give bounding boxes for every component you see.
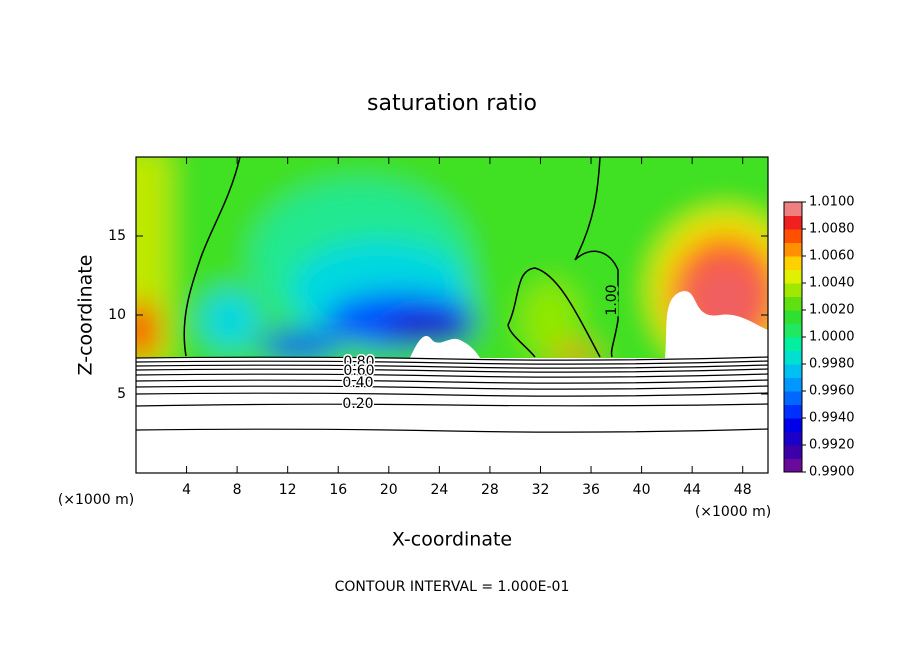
colorbar-tick-label: 1.0100 — [809, 195, 855, 210]
colorbar-band — [784, 256, 802, 270]
colorbar-band — [784, 458, 802, 473]
colorbar-tick-label: 0.9980 — [809, 357, 855, 372]
x-tick-label: 4 — [182, 482, 191, 498]
contour-label: 0.80 — [343, 354, 374, 370]
contour-label: 0.60 — [343, 363, 374, 379]
colorbar-band — [784, 391, 802, 405]
colorbar-tick-label: 1.0060 — [809, 249, 855, 264]
x-tick-label: 36 — [582, 482, 600, 498]
x-tick-label: 24 — [430, 482, 448, 498]
colorbar-tick-label: 0.9920 — [809, 438, 855, 453]
x-tick-label: 16 — [329, 482, 347, 498]
colorbar-tick-label: 1.0080 — [809, 222, 855, 237]
colorbar-band — [784, 337, 802, 351]
colorbar-band — [784, 323, 802, 338]
colorbar-band — [784, 404, 802, 419]
colorbar-band — [784, 202, 802, 216]
colorbar-tick-label: 1.0020 — [809, 303, 855, 318]
colorbar-band — [784, 350, 802, 365]
x-tick-label: 48 — [734, 482, 752, 498]
x-tick-label: 12 — [279, 482, 297, 498]
colorbar-band — [784, 229, 802, 243]
x-tick-label: 44 — [683, 482, 701, 498]
x-tick-label: 32 — [532, 482, 550, 498]
y-tick-label: 15 — [108, 228, 126, 244]
footnote: CONTOUR INTERVAL = 1.000E-01 — [335, 579, 570, 595]
colorbar-band — [784, 269, 802, 284]
colorbar-tick-label: 0.9940 — [809, 411, 855, 426]
colorbar-band — [784, 364, 802, 378]
x-tick-label: 20 — [380, 482, 398, 498]
colorbar-band — [784, 296, 802, 311]
colorbar-band — [784, 215, 802, 230]
colorbar-band — [784, 418, 802, 432]
colorbar-band — [784, 377, 802, 392]
colorbar-tick-label: 0.9900 — [809, 465, 855, 480]
x-axis-label: X-coordinate — [392, 529, 512, 551]
colorbar-band — [784, 431, 802, 446]
colorbar-tick-label: 0.9960 — [809, 384, 855, 399]
contour-label: 1.00 — [604, 284, 620, 315]
colorbar-tick-label: 1.0000 — [809, 330, 855, 345]
colorbar-band — [784, 445, 802, 459]
colorbar-band — [784, 283, 802, 297]
colorbar-band — [784, 242, 802, 257]
x-unit-label: (×1000 m) — [58, 492, 134, 508]
y-tick-label: 10 — [108, 307, 126, 323]
colorbar-band — [784, 310, 802, 324]
colorbar-tick-label: 1.0040 — [809, 276, 855, 291]
contour-label: 0.40 — [342, 375, 373, 391]
x-tick-label: 8 — [233, 482, 242, 498]
y-tick-label: 5 — [117, 386, 126, 402]
x-unit-label: (×1000 m) — [695, 504, 771, 520]
x-tick-label: 28 — [481, 482, 499, 498]
field — [136, 157, 768, 473]
y-axis-label: Z-coordinate — [75, 255, 97, 376]
chart-title: saturation ratio — [367, 91, 537, 116]
contour-label: 0.20 — [342, 396, 373, 412]
x-tick-label: 40 — [633, 482, 651, 498]
